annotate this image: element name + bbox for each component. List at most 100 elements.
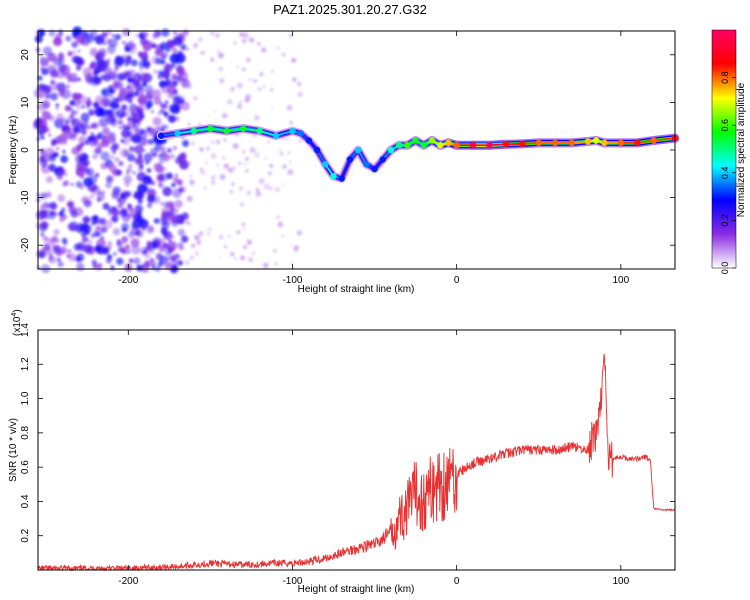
noise-speckle	[282, 164, 287, 169]
noise-speckle	[170, 84, 175, 89]
noise-speckle	[145, 100, 153, 108]
noise-speckle	[46, 64, 57, 75]
noise-speckle	[132, 171, 136, 175]
noise-speckle	[153, 117, 161, 126]
noise-speckle	[227, 167, 234, 173]
noise-speckle	[67, 78, 72, 83]
ridge-point	[354, 146, 362, 154]
noise-speckle	[198, 37, 203, 42]
noise-speckle	[61, 89, 72, 100]
ridge-point	[387, 146, 395, 154]
noise-speckle	[138, 60, 147, 68]
y-tick-label: 1.2	[20, 357, 31, 371]
noise-speckle	[48, 255, 53, 261]
noise-speckle	[255, 188, 260, 192]
noise-speckle	[136, 132, 140, 137]
y-tick-label: 0.8	[20, 425, 31, 439]
noise-speckle	[290, 262, 294, 265]
noise-speckle	[146, 126, 152, 133]
noise-speckle	[242, 227, 246, 230]
noise-speckle	[210, 31, 215, 36]
ridge-point	[395, 142, 403, 149]
ridge-point	[338, 175, 345, 182]
noise-speckle	[54, 136, 62, 144]
ridge-point	[371, 165, 378, 173]
noise-speckle	[293, 247, 299, 253]
noise-speckle	[210, 175, 216, 181]
noise-speckle	[239, 202, 243, 206]
noise-speckle	[133, 127, 141, 134]
noise-speckle	[142, 31, 149, 38]
noise-speckle	[185, 47, 190, 51]
x-tick-label: -200	[118, 576, 138, 587]
noise-speckle	[222, 156, 226, 160]
noise-speckle	[154, 143, 163, 152]
ridge-segment	[652, 137, 676, 142]
noise-speckle	[133, 190, 143, 200]
noise-speckle	[135, 211, 142, 218]
noise-speckle	[223, 163, 229, 169]
noise-speckle	[258, 177, 265, 184]
noise-speckle	[115, 109, 125, 119]
noise-speckle	[75, 34, 86, 45]
noise-speckle	[216, 163, 220, 167]
noise-speckle	[154, 57, 162, 65]
noise-speckle	[248, 37, 255, 43]
noise-speckle	[87, 136, 94, 142]
noise-speckle	[273, 249, 277, 253]
noise-speckle	[157, 111, 162, 116]
noise-speckle	[186, 83, 192, 89]
noise-speckle	[174, 158, 181, 165]
noise-speckle	[160, 201, 165, 206]
noise-speckle	[70, 202, 74, 206]
noise-speckle	[56, 113, 64, 122]
x-tick-label: 0	[454, 576, 460, 587]
noise-speckle	[161, 210, 170, 219]
noise-speckle	[111, 191, 120, 199]
noise-speckle	[110, 155, 114, 159]
noise-speckle	[267, 171, 272, 176]
noise-speckle	[286, 138, 289, 142]
noise-speckle	[34, 35, 43, 44]
noise-speckle	[77, 77, 81, 82]
noise-speckle	[80, 115, 87, 122]
noise-speckle	[280, 152, 284, 156]
ridge-point	[157, 132, 165, 139]
noise-speckle	[120, 104, 128, 111]
noise-speckle	[79, 175, 84, 179]
noise-speckle	[245, 57, 251, 63]
noise-speckle	[122, 28, 131, 37]
ridge-point	[305, 137, 313, 144]
colorbar-tick-label: 0.8	[720, 71, 730, 84]
spectrogram-x-ticks: -200 -100 0 100	[118, 31, 630, 286]
noise-speckle	[56, 172, 64, 181]
noise-speckle	[121, 227, 127, 233]
noise-speckle	[175, 55, 185, 64]
noise-speckle	[92, 153, 98, 160]
noise-speckle	[178, 187, 184, 193]
noise-speckle	[184, 260, 190, 265]
colorbar-tick-label: 0.4	[720, 167, 730, 180]
noise-speckle	[111, 117, 116, 123]
noise-speckle	[81, 104, 85, 109]
noise-speckle	[114, 82, 118, 86]
noise-speckle	[211, 141, 214, 144]
noise-speckle	[288, 160, 292, 163]
noise-speckle	[101, 31, 108, 38]
noise-speckle	[67, 249, 72, 253]
noise-speckle	[231, 182, 235, 186]
noise-speckle	[174, 173, 179, 177]
noise-speckle	[98, 190, 102, 195]
noise-speckle	[236, 82, 243, 89]
noise-speckle	[254, 114, 260, 121]
spectrogram-ridge	[156, 124, 680, 184]
noise-speckle	[101, 190, 106, 195]
noise-speckle	[190, 141, 196, 146]
noise-speckle	[276, 46, 280, 50]
noise-speckle	[98, 263, 103, 267]
noise-speckle	[130, 238, 140, 248]
noise-speckle	[160, 84, 170, 94]
noise-speckle	[62, 126, 68, 132]
noise-speckle	[61, 168, 66, 174]
noise-speckle	[121, 249, 127, 255]
